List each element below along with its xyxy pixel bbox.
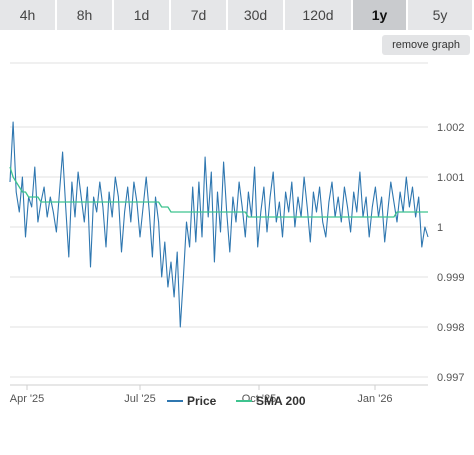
series-line-price <box>9 121 429 328</box>
y-tick-label: 0.999 <box>437 272 465 284</box>
tab-4h[interactable]: 4h <box>0 0 57 30</box>
x-tick-label: Jan '26 <box>357 393 392 405</box>
series-line-sma-200 <box>9 166 428 218</box>
x-tick-label: Apr '25 <box>10 393 45 405</box>
tab-8h[interactable]: 8h <box>57 0 114 30</box>
x-tick-label: Jul '25 <box>124 393 155 405</box>
y-tick-label: 1 <box>437 222 443 234</box>
y-tick-label: 1.002 <box>437 122 465 134</box>
y-tick-label: 1.001 <box>437 172 465 184</box>
tab-120d[interactable]: 120d <box>285 0 353 30</box>
timeframe-tabs: 4h 8h 1d 7d 30d 120d 1y 5y <box>0 0 474 30</box>
y-tick-label: 0.998 <box>437 322 465 334</box>
legend-item-price[interactable]: Price <box>187 394 217 408</box>
y-tick-label: 0.997 <box>437 372 465 384</box>
tab-30d[interactable]: 30d <box>228 0 285 30</box>
legend-item-sma-200[interactable]: SMA 200 <box>256 394 306 408</box>
remove-graph-button[interactable]: remove graph <box>382 35 470 55</box>
tab-5y[interactable]: 5y <box>408 0 474 30</box>
tab-1y[interactable]: 1y <box>353 0 408 30</box>
tab-7d[interactable]: 7d <box>171 0 228 30</box>
tab-1d[interactable]: 1d <box>114 0 171 30</box>
